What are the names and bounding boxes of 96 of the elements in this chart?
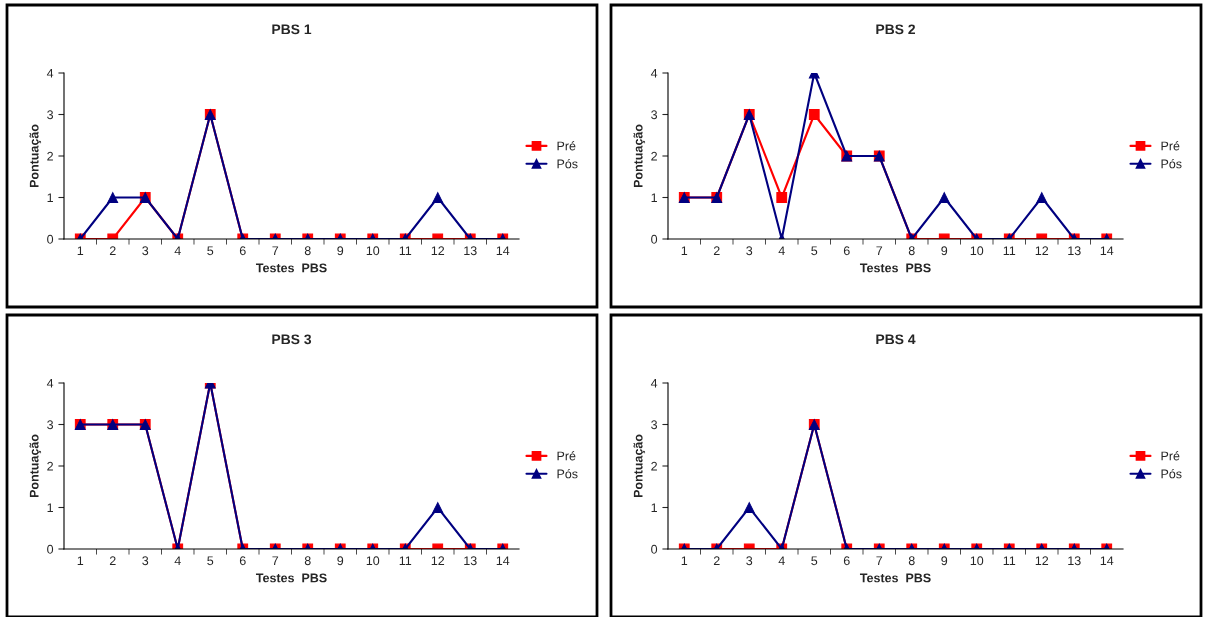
- y-axis-title: Pontuação: [29, 434, 42, 498]
- x-tick-label: 10: [970, 556, 984, 566]
- x-tick-label: 2: [713, 556, 720, 565]
- y-tick-label: 2: [47, 461, 53, 471]
- x-tick-label: 11: [1003, 246, 1016, 255]
- x-tick-label: 5: [207, 246, 214, 256]
- y-tick-label: 2: [651, 151, 657, 161]
- x-tick-label: 11: [1003, 556, 1016, 565]
- legend-label: Pré: [557, 451, 576, 461]
- x-tick-label: 6: [843, 246, 850, 256]
- legend-label: Pós: [557, 468, 578, 479]
- y-tick-label: 1: [651, 193, 657, 203]
- y-tick-label: 4: [46, 68, 54, 78]
- x-tick-label: 1: [77, 556, 84, 565]
- y-tick-label: 1: [651, 503, 657, 513]
- x-tick-label: 7: [272, 246, 279, 255]
- x-tick-label: 10: [366, 556, 380, 566]
- x-tick-label: 6: [239, 246, 246, 256]
- x-tick-label: 9: [337, 246, 344, 256]
- x-tick-label: 14: [1100, 556, 1114, 565]
- x-tick-label: 10: [970, 246, 984, 256]
- x-tick-label: 4: [778, 246, 785, 255]
- x-tick-label: 5: [207, 556, 214, 566]
- x-tick-label: 13: [464, 246, 477, 256]
- x-tick-label: 7: [876, 556, 883, 565]
- x-axis-title: Testes PBS: [859, 573, 931, 583]
- x-tick-label: 7: [272, 556, 279, 565]
- chart-title: PBS 2: [876, 24, 916, 35]
- x-tick-label: 14: [496, 556, 510, 565]
- x-tick-label: 9: [941, 556, 948, 566]
- x-tick-label: 3: [142, 556, 149, 566]
- x-tick-label: 8: [304, 556, 311, 566]
- x-tick-label: 4: [174, 556, 181, 565]
- legend-label: Pós: [1161, 158, 1182, 169]
- legend-label: Pré: [557, 141, 576, 151]
- x-tick-label: 11: [399, 556, 412, 565]
- x-axis-title: Testes PBS: [859, 263, 931, 273]
- legend-label: Pós: [557, 158, 578, 169]
- x-tick-label: 14: [1100, 246, 1114, 255]
- x-axis-title: Testes PBS: [255, 263, 327, 273]
- x-tick-label: 1: [681, 556, 688, 565]
- x-tick-label: 1: [681, 246, 688, 255]
- x-tick-label: 7: [876, 246, 883, 255]
- y-tick-label: 4: [650, 68, 658, 78]
- x-tick-label: 14: [496, 246, 510, 255]
- x-tick-label: 3: [746, 246, 753, 256]
- x-tick-label: 8: [908, 556, 915, 566]
- chart-title: PBS 1: [272, 24, 312, 35]
- legend-label: Pré: [1161, 451, 1180, 461]
- x-tick-label: 12: [1035, 246, 1049, 255]
- y-tick-label: 0: [651, 544, 658, 554]
- x-tick-label: 9: [337, 556, 344, 566]
- x-tick-label: 2: [713, 246, 720, 255]
- y-tick-label: 4: [650, 378, 658, 388]
- x-tick-label: 3: [142, 246, 149, 256]
- y-tick-label: 1: [47, 193, 53, 203]
- x-tick-label: 3: [746, 556, 753, 566]
- y-tick-label: 2: [47, 151, 53, 161]
- x-tick-label: 13: [1068, 246, 1081, 256]
- y-tick-label: 1: [47, 503, 53, 513]
- y-axis-title: Pontuação: [633, 124, 646, 188]
- legend-label: Pré: [1161, 141, 1180, 151]
- x-tick-label: 13: [464, 556, 477, 566]
- x-tick-label: 2: [109, 246, 116, 255]
- x-tick-label: 8: [908, 246, 915, 256]
- x-tick-label: 12: [1035, 556, 1049, 565]
- x-tick-label: 12: [431, 556, 445, 565]
- y-tick-label: 3: [651, 110, 658, 120]
- y-tick-label: 3: [47, 110, 54, 120]
- y-tick-label: 3: [47, 420, 54, 430]
- x-tick-label: 4: [174, 246, 181, 255]
- x-tick-label: 10: [366, 246, 380, 256]
- x-tick-label: 4: [778, 556, 785, 565]
- chart-title: PBS 3: [272, 334, 312, 345]
- x-axis-title: Testes PBS: [255, 573, 327, 583]
- y-tick-label: 0: [47, 234, 54, 244]
- chart-title: PBS 4: [876, 334, 916, 345]
- x-tick-label: 6: [843, 556, 850, 566]
- y-axis-title: Pontuação: [29, 124, 42, 188]
- x-tick-label: 13: [1068, 556, 1081, 566]
- x-tick-label: 9: [941, 246, 948, 256]
- x-tick-label: 1: [77, 246, 84, 255]
- x-tick-label: 6: [239, 556, 246, 566]
- x-tick-label: 8: [304, 246, 311, 256]
- y-tick-label: 0: [651, 234, 658, 244]
- y-tick-label: 2: [651, 461, 657, 471]
- x-tick-label: 5: [811, 246, 818, 256]
- x-tick-label: 11: [399, 246, 412, 255]
- x-tick-label: 12: [431, 246, 445, 255]
- y-tick-label: 4: [46, 378, 54, 388]
- legend-label: Pós: [1161, 468, 1182, 479]
- x-tick-label: 2: [109, 556, 116, 565]
- x-tick-label: 5: [811, 556, 818, 566]
- y-tick-label: 3: [651, 420, 658, 430]
- y-tick-label: 0: [47, 544, 54, 554]
- y-axis-title: Pontuação: [633, 434, 646, 498]
